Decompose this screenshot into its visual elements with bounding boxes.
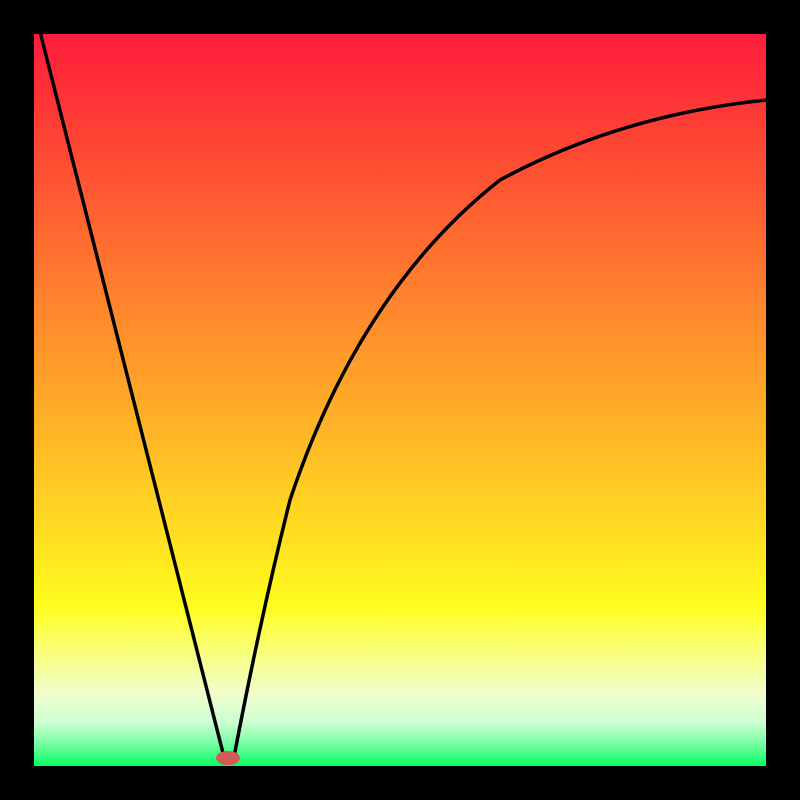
- frame-right: [766, 0, 800, 800]
- optimal-point-marker: [216, 751, 240, 765]
- chart-container: TheBottlenecker.com: [0, 0, 800, 800]
- frame-left: [0, 0, 34, 800]
- performance-gradient-background: [34, 34, 767, 767]
- frame-bottom: [0, 766, 800, 800]
- watermark-text: TheBottlenecker.com: [545, 4, 768, 30]
